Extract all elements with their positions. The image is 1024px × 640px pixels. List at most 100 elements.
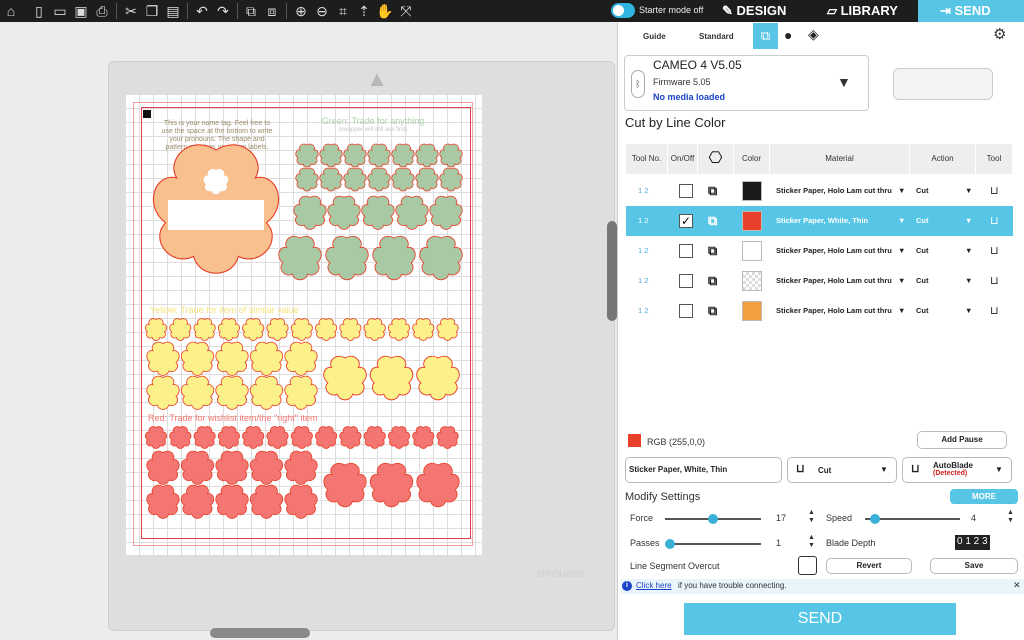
sticker-shape[interactable]: [322, 462, 368, 508]
sticker-shape[interactable]: [293, 195, 327, 231]
material-cell[interactable]: Sticker Paper, Holo Lam cut thru: [776, 186, 892, 195]
sticker-shape[interactable]: [322, 355, 368, 401]
settings-gear-icon[interactable]: ⚙: [993, 26, 1007, 43]
cut-icon[interactable]: ✂: [125, 3, 137, 19]
line-color-row[interactable]: 1 2 ⧉ Sticker Paper, Holo Lam cut thru ▼ Cut…: [626, 296, 1013, 326]
sticker-shape[interactable]: [249, 375, 284, 411]
passes-slider[interactable]: [665, 543, 761, 545]
action-cell[interactable]: Cut: [916, 186, 929, 195]
tool-number[interactable]: 1 2: [638, 276, 649, 285]
sticker-shape[interactable]: [146, 484, 180, 520]
sticker-shape[interactable]: [290, 318, 313, 341]
passes-stepper[interactable]: ▲ ▼: [808, 534, 815, 549]
line-color-row[interactable]: 1 2 ⧉ Sticker Paper, Holo Lam cut thru ▼ Cut…: [626, 236, 1013, 266]
pan-icon[interactable]: ⇡: [358, 3, 370, 19]
zoom-in-icon[interactable]: ⊕: [295, 3, 307, 19]
sticker-shape[interactable]: [169, 318, 192, 341]
sticker-shape[interactable]: [217, 318, 240, 341]
sticker-shape[interactable]: [429, 195, 463, 231]
material-cell[interactable]: Sticker Paper, White, Thin: [776, 216, 869, 225]
new-page-icon[interactable]: ▯: [35, 3, 43, 19]
sticker-shape[interactable]: [180, 484, 215, 520]
sticker-shape[interactable]: [327, 195, 361, 231]
sticker-shape[interactable]: [439, 143, 463, 168]
sticker-shape[interactable]: [193, 318, 216, 341]
blade-dropdown[interactable]: ⊔ AutoBlade (Detected) ▼: [902, 457, 1012, 483]
sticker-shape[interactable]: [249, 484, 284, 520]
sticker-shape[interactable]: [415, 143, 439, 168]
sticker-shape[interactable]: [439, 167, 463, 192]
sticker-shape[interactable]: [242, 426, 265, 449]
sticker-shape[interactable]: [144, 318, 168, 341]
material-field[interactable]: Sticker Paper, White, Thin: [625, 457, 782, 483]
sticker-shape[interactable]: [339, 426, 362, 449]
send-button[interactable]: SEND: [684, 603, 956, 635]
sticker-shape[interactable]: [180, 375, 215, 411]
sticker-shape[interactable]: [146, 450, 180, 486]
print-icon[interactable]: ⎙: [96, 3, 108, 19]
sticker-shape[interactable]: [180, 450, 215, 486]
mode-guide[interactable]: Guide: [643, 32, 666, 41]
tool-number[interactable]: 1 2: [638, 246, 649, 255]
save-icon[interactable]: ▣: [74, 3, 88, 19]
sticker-shape[interactable]: [343, 143, 367, 168]
sticker-shape[interactable]: [412, 318, 435, 341]
sticker-shape[interactable]: [295, 167, 319, 192]
tab-library[interactable]: ▱ LIBRARY: [827, 3, 898, 18]
paste-icon[interactable]: ▤: [166, 3, 180, 19]
zoom-out-icon[interactable]: ⊖: [316, 3, 328, 19]
sticker-shape[interactable]: [412, 426, 435, 449]
sticker-shape[interactable]: [369, 355, 414, 401]
sticker-shape[interactable]: [315, 426, 338, 449]
more-button[interactable]: MORE: [950, 489, 1018, 504]
sticker-shape[interactable]: [315, 318, 338, 341]
undo-icon[interactable]: ↶: [196, 3, 208, 19]
sticker-shape[interactable]: [217, 426, 240, 449]
line-color-row[interactable]: 1 2 ✓ ⧉ Sticker Paper, White, Thin ▼ Cut ▼ ⊔: [626, 206, 1013, 236]
material-cell[interactable]: Sticker Paper, Holo Lam cut thru: [776, 276, 892, 285]
sticker-shape[interactable]: [249, 341, 284, 377]
sticker-shape[interactable]: [319, 167, 343, 192]
action-cell[interactable]: Cut: [916, 276, 929, 285]
cut-by-layer-icon[interactable]: ◈: [808, 26, 819, 42]
sticker-shape[interactable]: [324, 235, 370, 281]
group-icon[interactable]: ⧉: [246, 3, 256, 19]
tab-design[interactable]: ✎ DESIGN: [722, 3, 787, 18]
sticker-shape[interactable]: [395, 195, 429, 231]
on-off-checkbox[interactable]: [679, 184, 693, 198]
overcut-checkbox[interactable]: [798, 556, 817, 575]
help-link[interactable]: Click here: [636, 581, 672, 590]
sticker-shape[interactable]: [284, 450, 318, 486]
speed-slider[interactable]: [865, 518, 960, 520]
starter-mode-toggle[interactable]: [611, 3, 635, 18]
sticker-shape[interactable]: [284, 375, 318, 411]
mode-standard[interactable]: Standard: [699, 32, 734, 41]
sticker-shape[interactable]: [343, 167, 367, 192]
sticker-shape[interactable]: [193, 426, 216, 449]
sticker-shape[interactable]: [215, 450, 249, 486]
sticker-shape[interactable]: [144, 426, 168, 449]
sticker-shape[interactable]: [277, 235, 323, 281]
sticker-shape[interactable]: [266, 318, 289, 341]
material-cell[interactable]: Sticker Paper, Holo Lam cut thru: [776, 246, 892, 255]
sticker-shape[interactable]: [215, 484, 249, 520]
redo-icon[interactable]: ↷: [217, 3, 229, 19]
vertical-scrollbar[interactable]: [607, 221, 617, 321]
speed-slider-knob[interactable]: [870, 514, 880, 524]
zoom-fit-icon[interactable]: ⌗: [339, 3, 347, 19]
sticker-shape[interactable]: [418, 235, 464, 281]
sticker-shape[interactable]: [146, 341, 180, 377]
sticker-shape[interactable]: [387, 318, 411, 341]
save-button[interactable]: Save: [930, 558, 1018, 574]
sticker-shape[interactable]: [169, 426, 192, 449]
speed-stepper[interactable]: ▲ ▼: [1007, 509, 1014, 524]
force-slider-knob[interactable]: [708, 514, 718, 524]
machine-selector[interactable]: ᛒ CAMEO 4 V5.05 Firmware 5.05 No media l…: [624, 55, 869, 111]
sticker-shape[interactable]: [363, 426, 386, 449]
ungroup-icon[interactable]: ⧈: [267, 3, 277, 19]
action-dropdown[interactable]: ⊔ Cut ▼: [787, 457, 897, 483]
sticker-shape[interactable]: [215, 341, 249, 377]
cut-by-fill-icon[interactable]: ●: [784, 27, 793, 43]
sticker-shape[interactable]: [369, 462, 414, 508]
material-cell[interactable]: Sticker Paper, Holo Lam cut thru: [776, 306, 892, 315]
